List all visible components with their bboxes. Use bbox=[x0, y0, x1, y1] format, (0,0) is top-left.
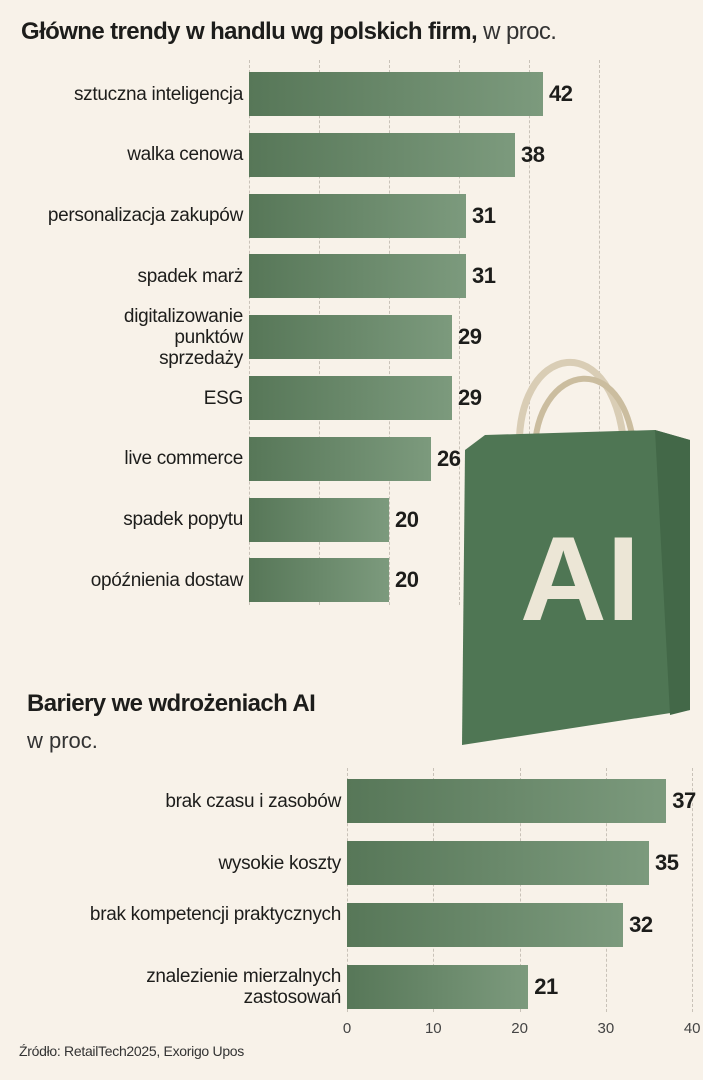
category-label: znalezienie mierzalnych zastosowań bbox=[146, 966, 341, 1008]
value-label: 20 bbox=[395, 506, 419, 532]
bar bbox=[249, 132, 515, 177]
gridline bbox=[605, 768, 607, 1012]
bar bbox=[249, 315, 452, 360]
category-label: opóźnienia dostaw bbox=[90, 569, 244, 591]
category-label: walka cenowa bbox=[127, 144, 243, 166]
value-label: 26 bbox=[437, 445, 461, 471]
value-label: 31 bbox=[472, 202, 496, 228]
bar bbox=[249, 72, 543, 116]
chart1-title: Główne trendy w handlu wg polskich firm,… bbox=[21, 18, 557, 45]
bar bbox=[249, 193, 466, 238]
category-label: spadek popytu bbox=[123, 509, 243, 531]
axis-tick-label: 20 bbox=[511, 1020, 528, 1037]
category-label: personalizacja zakupów bbox=[47, 205, 243, 227]
category-label: sztuczna inteligencja bbox=[73, 83, 243, 105]
gridline bbox=[433, 768, 435, 1012]
chart2-unit: w proc. bbox=[27, 728, 98, 753]
axis-tick-label: 10 bbox=[424, 1020, 442, 1037]
value-label: 29 bbox=[458, 385, 482, 410]
value-label: 32 bbox=[629, 912, 653, 937]
gridline bbox=[599, 60, 600, 605]
source-note: Źródło: RetailTech2025, Exorigo Upos bbox=[19, 1043, 244, 1059]
category-label: digitalizowanie punktów sprzedaży bbox=[123, 305, 243, 369]
category-label: brak kompetencji praktycznych bbox=[89, 904, 341, 925]
bar bbox=[347, 903, 624, 947]
axis-tick-label: 0 bbox=[342, 1020, 352, 1037]
category-label: spadek marż bbox=[137, 265, 244, 287]
gridline bbox=[459, 60, 460, 605]
bar bbox=[249, 558, 389, 603]
category-label: live commerce bbox=[124, 448, 243, 470]
gridline bbox=[692, 768, 694, 1012]
bar bbox=[249, 376, 452, 420]
value-label: 21 bbox=[534, 974, 558, 999]
bar bbox=[347, 841, 650, 885]
chart2-title: Bariery we wdrożeniach AI bbox=[27, 690, 316, 717]
value-label: 35 bbox=[655, 850, 679, 875]
value-label: 31 bbox=[472, 263, 496, 289]
gridline bbox=[347, 768, 348, 1012]
bar bbox=[347, 965, 529, 1009]
bag-label: AI bbox=[520, 512, 640, 646]
bar bbox=[249, 497, 389, 542]
axis-tick-label: 30 bbox=[597, 1020, 615, 1037]
bar bbox=[249, 254, 466, 299]
gridline bbox=[519, 768, 521, 1012]
value-label: 42 bbox=[549, 81, 573, 106]
category-label: wysokie koszty bbox=[218, 852, 341, 874]
bar bbox=[347, 779, 667, 823]
value-label: 37 bbox=[672, 788, 696, 813]
value-label: 38 bbox=[521, 141, 545, 167]
category-label: ESG bbox=[203, 387, 244, 409]
shopping-bag-illustration: AI bbox=[462, 359, 690, 745]
value-label: 20 bbox=[395, 567, 419, 593]
axis-tick-label: 40 bbox=[683, 1020, 701, 1037]
gridline bbox=[529, 60, 530, 605]
value-label: 29 bbox=[458, 324, 482, 350]
bar bbox=[249, 436, 431, 481]
category-label: brak czasu i zasobów bbox=[165, 790, 341, 812]
